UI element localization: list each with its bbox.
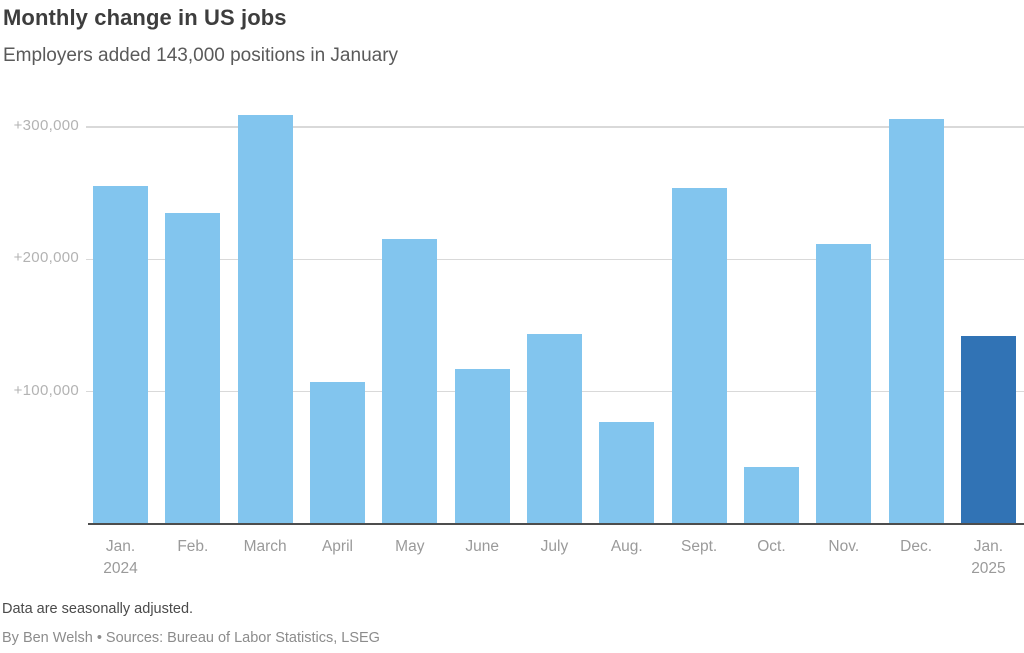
x-axis-tick-label: Dec. (900, 538, 933, 555)
bar-jan-2024 (93, 186, 148, 525)
y-axis-tick-label: +300,000 (13, 117, 79, 134)
x-axis-tick-label: Jan. 2025 (971, 538, 1006, 577)
x-axis-tick-label: Feb. (177, 538, 209, 555)
x-axis-tick-label: June (465, 538, 499, 555)
y-axis-tick-label: +200,000 (13, 249, 79, 267)
x-axis-labels: Jan. 2024 Feb. March April May June July Aug. Sep… (88, 536, 1024, 580)
bar-aug (599, 421, 655, 525)
chart-subtitle: Employers added 143,000 positions in Jan… (3, 45, 399, 66)
x-axis-tick-label: May (395, 538, 425, 555)
chart-note: Data are seasonally adjusted. (2, 601, 194, 617)
bar-jan-2025 (960, 335, 1016, 525)
gridline-300000 (86, 126, 1024, 128)
bar-june (454, 368, 510, 525)
x-axis-tick-label: April (321, 538, 353, 555)
bar-march (237, 114, 293, 525)
bar-april (309, 382, 365, 525)
x-axis-tick-label: Aug. (610, 538, 643, 555)
bar-sept (671, 187, 727, 525)
bar-may (382, 239, 438, 525)
bar-dec (888, 118, 944, 525)
gridline-200000 (86, 258, 1024, 261)
x-axis-tick-label: March (243, 538, 287, 555)
x-axis-line (88, 523, 1024, 525)
bar-oct (743, 466, 799, 525)
bar-july (526, 334, 582, 525)
x-axis-tick-label: Jan. 2024 (103, 538, 138, 577)
bar-nov (816, 244, 872, 525)
bars-container (88, 0, 1024, 525)
x-axis-tick-label: Nov. (828, 538, 860, 555)
bar-feb (165, 212, 221, 525)
y-axis-tick-label: +100,000 (13, 381, 79, 399)
x-axis-tick-label: Oct. (757, 538, 786, 555)
x-axis-tick-label: Sept. (681, 538, 718, 555)
chart-byline: By Ben Welsh • Sources: Bureau of Labor … (2, 630, 380, 646)
chart-title: Monthly change in US jobs (3, 5, 287, 30)
x-axis-tick-label: July (540, 538, 569, 555)
